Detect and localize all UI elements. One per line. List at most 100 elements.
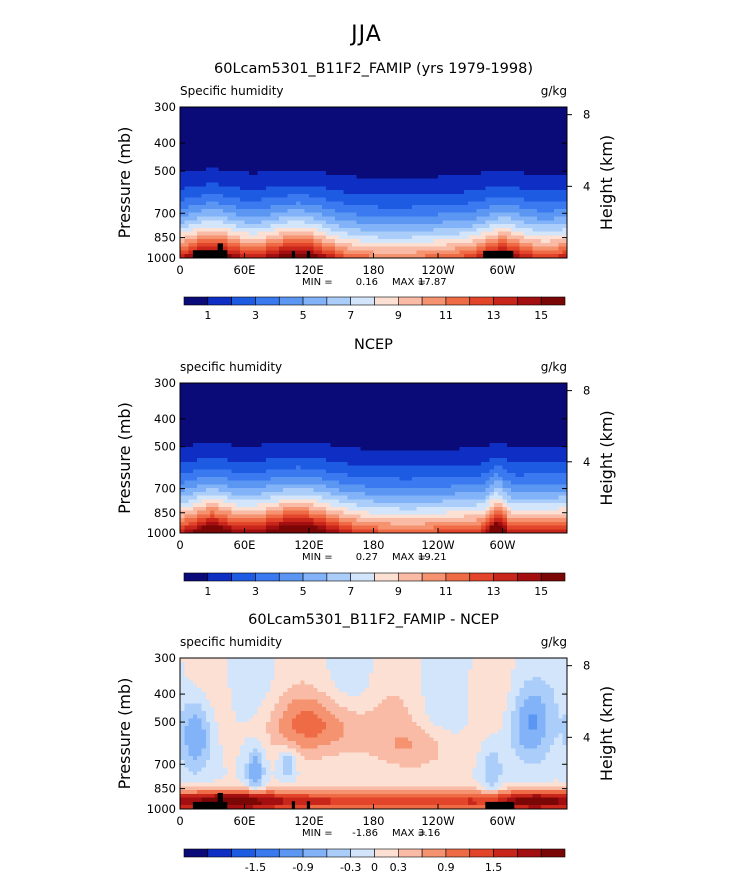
heatmap-cell (558, 212, 564, 218)
heatmap-cell (300, 435, 306, 440)
heatmap-cell (201, 386, 207, 392)
heatmap-cell (317, 405, 323, 410)
heatmap-cell (481, 401, 486, 407)
heatmap-cell (214, 125, 220, 131)
heatmap-cell (287, 231, 293, 236)
heatmap-cell (266, 231, 271, 236)
heatmap-cell (214, 122, 220, 127)
heatmap-cell (506, 386, 512, 392)
heatmap-cell (369, 159, 375, 165)
heatmap-cell (291, 174, 297, 180)
heatmap-cell (554, 114, 559, 119)
heatmap-cell (369, 386, 375, 392)
heatmap-cell (309, 227, 314, 233)
heatmap-cell (235, 129, 241, 135)
heatmap-cell (463, 193, 469, 199)
heatmap-cell (438, 227, 443, 233)
heatmap-cell (412, 386, 418, 392)
heatmap-cell (558, 216, 564, 221)
heatmap-cell (412, 125, 418, 131)
heatmap-cell (184, 431, 190, 437)
heatmap-cell (541, 242, 547, 248)
heatmap-cell (270, 190, 276, 195)
heatmap-cell (450, 428, 456, 433)
heatmap-cell (364, 122, 370, 127)
heatmap-cell (197, 190, 203, 195)
heatmap-cell (377, 156, 383, 161)
heatmap-cell (188, 383, 194, 388)
heatmap-cell (399, 205, 405, 210)
heatmap-cell (446, 383, 452, 388)
heatmap-cell (210, 220, 215, 225)
heatmap-cell (205, 156, 211, 161)
heatmap-cell (528, 140, 534, 146)
heatmap-cell (201, 137, 207, 142)
heatmap-cell (248, 428, 254, 433)
heatmap-cell (235, 409, 241, 414)
heatmap-cell (296, 144, 301, 150)
heatmap-cell (180, 394, 185, 399)
heatmap-cell (356, 125, 362, 131)
heatmap-cell (205, 416, 211, 422)
heatmap-cell (420, 114, 426, 119)
heatmap-cell (399, 144, 405, 150)
heatmap-cell (472, 416, 478, 422)
heatmap-cell (536, 201, 542, 206)
heatmap-cell (455, 186, 461, 191)
heatmap-cell (218, 125, 224, 131)
heatmap-cell (493, 107, 499, 112)
heatmap-cell (278, 428, 284, 433)
heatmap-cell (459, 416, 465, 422)
heatmap-cell (506, 197, 512, 202)
heatmap-cell (287, 254, 293, 259)
heatmap-cell (257, 398, 263, 403)
heatmap-cell (562, 144, 568, 150)
heatmap-cell (446, 129, 452, 135)
heatmap-cell (240, 163, 246, 169)
heatmap-cell (468, 413, 473, 418)
heatmap-cell (498, 235, 504, 240)
heatmap-cell (528, 235, 534, 240)
heatmap-cell (502, 428, 508, 433)
heatmap-cell (287, 122, 293, 127)
heatmap-cell (300, 193, 306, 199)
heatmap-cell (304, 107, 310, 112)
heatmap-cell (498, 193, 504, 199)
heatmap-cell (300, 186, 306, 191)
heatmap-cell (541, 125, 547, 131)
heatmap-cell (317, 201, 323, 206)
heatmap-cell (463, 118, 469, 123)
heatmap-cell (266, 428, 271, 433)
heatmap-cell (352, 424, 357, 429)
heatmap-cell (433, 197, 439, 202)
heatmap-cell (313, 424, 319, 429)
heatmap-cell (425, 140, 430, 146)
heatmap-cell (197, 140, 203, 146)
heatmap-cell (442, 394, 448, 399)
heatmap-cell (562, 246, 568, 252)
heatmap-cell (326, 107, 332, 112)
heatmap-cell (524, 197, 529, 202)
heatmap-cell (304, 167, 310, 172)
heatmap-cell (554, 383, 559, 388)
heatmap-cell (266, 193, 271, 199)
heatmap-cell (300, 114, 306, 119)
heatmap-cell (227, 129, 233, 135)
heatmap-cell (429, 383, 435, 388)
heatmap-cell (433, 174, 439, 180)
heatmap-cell (364, 174, 370, 180)
heatmap-cell (317, 231, 323, 236)
heatmap-cell (360, 383, 366, 388)
heatmap-cell (485, 163, 491, 169)
heatmap-cell (347, 413, 353, 418)
heatmap-cell (425, 137, 430, 142)
heatmap-cell (425, 174, 430, 180)
heatmap-cell (511, 420, 516, 425)
heatmap-cell (382, 133, 387, 138)
colorbar-box (540, 296, 566, 306)
heatmap-cell (515, 254, 521, 259)
heatmap-cell (425, 250, 430, 255)
heatmap-cell (395, 197, 400, 202)
heatmap-cell (528, 220, 534, 225)
heatmap-cell (278, 435, 284, 440)
